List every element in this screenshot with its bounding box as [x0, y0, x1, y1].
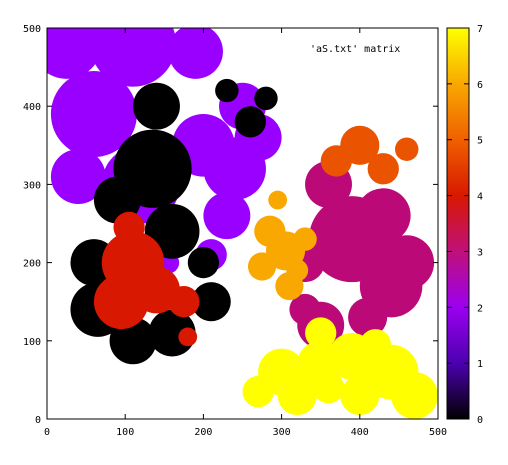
- region-5-blob-6: [286, 259, 309, 282]
- region-5-blob-4: [293, 227, 317, 251]
- region-1-blob-11: [234, 106, 266, 138]
- region-4: [320, 125, 419, 185]
- colorbar-tick-label: 3: [477, 247, 483, 258]
- region-3-blob-5: [348, 297, 388, 337]
- region-3-blob-2: [355, 188, 411, 244]
- colorbar-tick-label: 6: [477, 80, 483, 91]
- region-1-blob-0: [133, 82, 180, 130]
- colorbar-tick-label: 0: [477, 415, 483, 426]
- y-tick-label: 100: [23, 337, 41, 348]
- region-4-blob-1: [320, 145, 352, 177]
- colorbar-tick-label: 7: [477, 24, 483, 35]
- region-5: [247, 190, 317, 301]
- colorbar-tick-label: 5: [477, 136, 483, 147]
- region-0-blob-3: [50, 71, 137, 158]
- colorbar-tick-label: 2: [477, 303, 483, 314]
- y-tick-label: 400: [23, 102, 41, 113]
- y-axis: 0 100 200 300 400 500: [23, 24, 438, 426]
- region-1-blob-12: [215, 78, 239, 103]
- x-tick-label: 100: [116, 427, 134, 438]
- region-5-blob-2: [247, 252, 277, 281]
- colorbar: [446, 27, 470, 420]
- y-tick-label: 200: [23, 259, 41, 270]
- region-0-blob-0: [47, 28, 102, 79]
- x-tick-label: 500: [429, 427, 447, 438]
- region-6-blob-6: [277, 375, 317, 416]
- region-6: [242, 317, 438, 419]
- region-5-blob-5: [268, 190, 288, 210]
- y-tick-label: 500: [23, 24, 41, 35]
- plot-frame: [46, 27, 439, 420]
- region-6-blob-5: [340, 375, 380, 416]
- region-5-blob-1: [254, 215, 286, 247]
- region-1: [70, 78, 278, 365]
- colorbar-tick-label: 4: [477, 192, 483, 203]
- region-6-blob-8: [312, 372, 345, 404]
- region-1-blob-10: [254, 86, 278, 111]
- region-3-blob-6: [379, 235, 435, 290]
- x-tick-label: 0: [44, 427, 50, 438]
- heatmap-regions: [47, 28, 438, 419]
- x-tick-label: 400: [351, 427, 369, 438]
- region-6-blob-10: [359, 329, 392, 361]
- region-0-blob-2: [168, 28, 223, 79]
- region-2-blob-2: [133, 266, 180, 314]
- region-4-blob-2: [367, 153, 399, 185]
- colorbar-axis: 0 1 2 3 4 5 6 7: [447, 24, 483, 426]
- x-tick-label: 200: [194, 427, 212, 438]
- colorbar-tick-label: 1: [477, 359, 483, 370]
- region-1-blob-8: [191, 282, 231, 322]
- region-2-blob-3: [113, 211, 145, 244]
- region-0-blob-4: [50, 149, 106, 204]
- region-0-blob-1: [90, 28, 177, 87]
- y-tick-label: 0: [35, 415, 41, 426]
- y-tick-label: 300: [23, 180, 41, 191]
- region-1-blob-6: [109, 317, 157, 365]
- region-2: [93, 211, 200, 347]
- region-1-blob-2: [93, 176, 141, 224]
- region-0-blob-9: [203, 192, 251, 240]
- region-6-blob-4: [391, 372, 438, 419]
- x-tick-label: 300: [273, 427, 291, 438]
- region-6-blob-7: [242, 375, 274, 408]
- legend-label: 'aS.txt' matrix: [310, 44, 400, 55]
- region-4-blob-3: [394, 137, 419, 161]
- region-3-blob-8: [289, 293, 321, 326]
- x-axis: 0 100 200 300 400 500: [44, 28, 447, 438]
- region-6-blob-9: [305, 317, 337, 349]
- region-2-blob-5: [178, 327, 198, 347]
- region-1-blob-9: [187, 246, 220, 279]
- region-2-blob-4: [168, 286, 200, 318]
